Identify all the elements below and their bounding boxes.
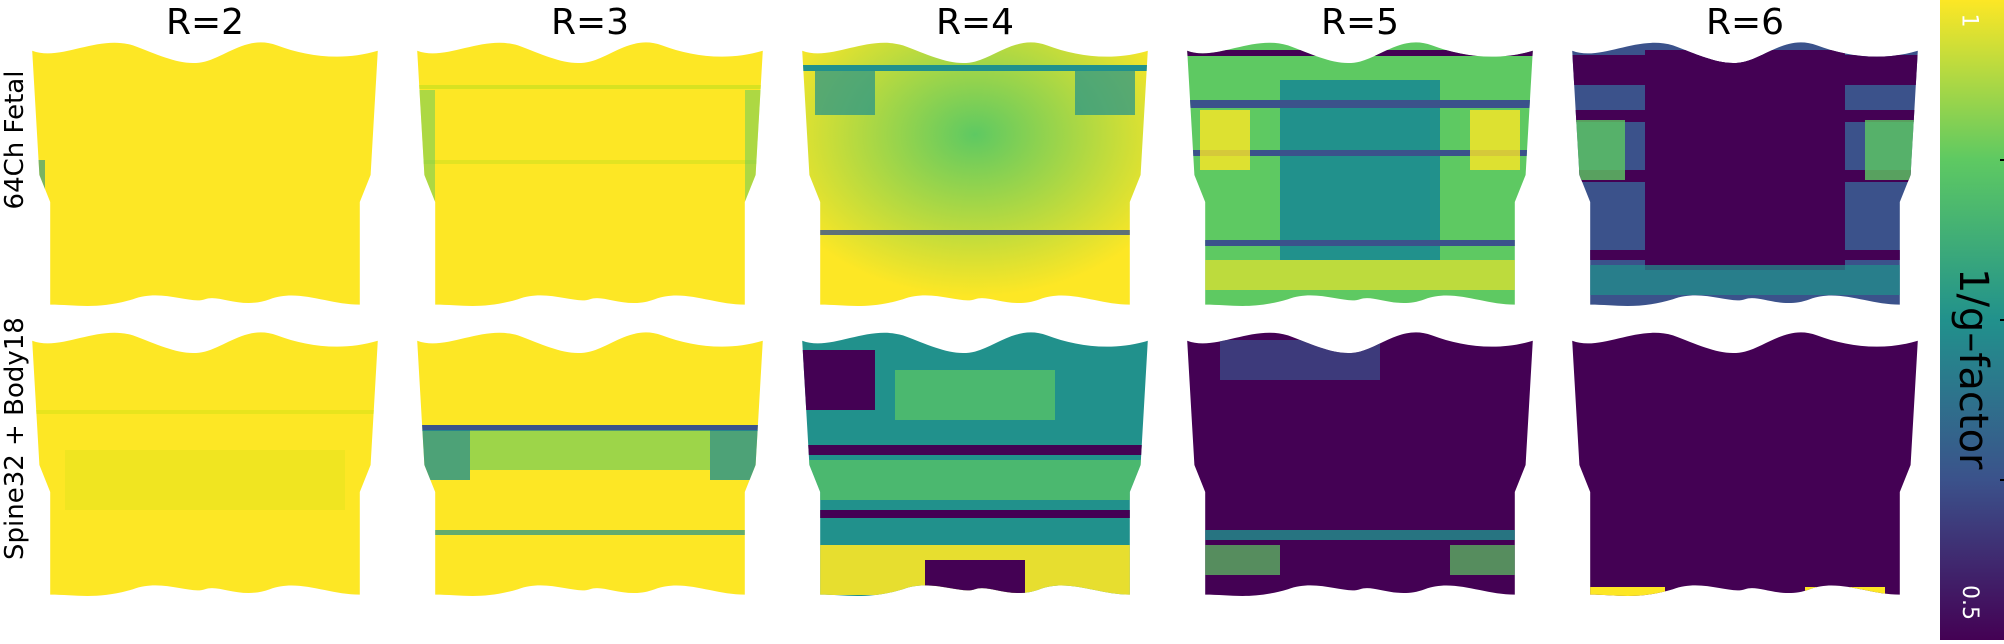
- colorbar-min-label: 0.5: [1957, 585, 1982, 620]
- column-title-r6: R=6: [1705, 2, 1785, 43]
- gfactor-map-64ch-r4: [795, 40, 1155, 310]
- column-title-r5: R=5: [1320, 2, 1400, 43]
- colorbar: [1940, 0, 2004, 640]
- gfactor-map-spine-r6: [1565, 330, 1925, 600]
- gfactor-map-64ch-r5: [1180, 40, 1540, 310]
- column-title-r2: R=2: [165, 2, 245, 43]
- gfactor-map-spine-r2: [25, 330, 385, 600]
- gfactor-map-64ch-r2: [25, 40, 385, 310]
- column-title-r3: R=3: [550, 2, 630, 43]
- gfactor-map-64ch-r3: [410, 40, 770, 310]
- gfactor-map-spine-r3: [410, 330, 770, 600]
- colorbar-axis-label: 1/g–factor: [1950, 268, 1996, 470]
- column-title-r4: R=4: [935, 2, 1015, 43]
- colorbar-max-label: 1: [1956, 13, 1982, 28]
- gfactor-map-spine-r4: [795, 330, 1155, 600]
- gfactor-map-spine-r5: [1180, 330, 1540, 600]
- gfactor-map-64ch-r6: [1565, 40, 1925, 310]
